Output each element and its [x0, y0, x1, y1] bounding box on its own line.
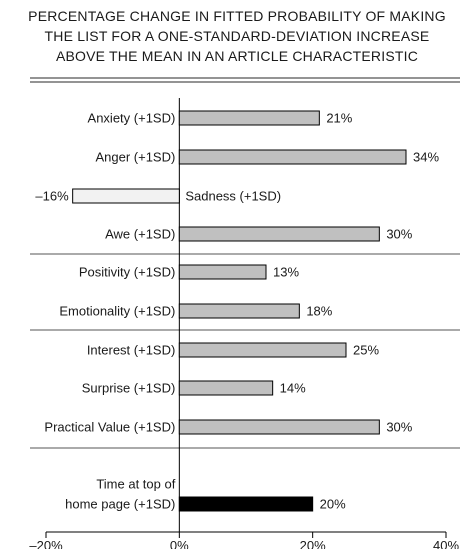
chart-title-line-3: ABOVE THE MEAN IN AN ARTICLE CHARACTERIS… — [55, 48, 419, 64]
bar — [178, 149, 407, 165]
bar — [178, 303, 300, 319]
category-label: Positivity (+1SD) — [79, 265, 175, 280]
data-label: 34% — [413, 150, 439, 165]
chart-title: PERCENTAGE CHANGE IN FITTED PROBABILITY … — [0, 6, 474, 66]
category-label: Interest (+1SD) — [87, 343, 176, 358]
category-label: Anxiety (+1SD) — [88, 111, 176, 126]
data-label: 13% — [273, 265, 299, 280]
data-label: 25% — [353, 343, 379, 358]
bar — [178, 110, 320, 126]
bar — [178, 419, 380, 435]
x-tick-label: 40% — [433, 538, 459, 549]
chart-title-line-1: PERCENTAGE CHANGE IN FITTED PROBABILITY … — [28, 8, 446, 24]
data-label: 14% — [280, 381, 306, 396]
x-tick-label: –20% — [29, 538, 63, 549]
category-label: Emotionality (+1SD) — [59, 304, 175, 319]
bar — [178, 264, 267, 280]
category-label: Surprise (+1SD) — [82, 381, 176, 396]
category-label: Anger (+1SD) — [95, 150, 175, 165]
x-tick-label: 20% — [300, 538, 326, 549]
bar — [178, 380, 274, 396]
category-label: home page (+1SD) — [65, 497, 175, 512]
bar — [72, 188, 180, 204]
category-label: Time at top of — [96, 477, 175, 492]
chart-title-line-2: THE LIST FOR A ONE-STANDARD-DEVIATION IN… — [44, 28, 430, 44]
data-label: 18% — [306, 304, 332, 319]
data-label: –16% — [35, 189, 69, 204]
bar — [178, 226, 380, 242]
x-tick-label: 0% — [170, 538, 189, 549]
category-label: Practical Value (+1SD) — [44, 420, 175, 435]
data-label: 30% — [386, 420, 412, 435]
data-label: 21% — [326, 111, 352, 126]
data-label: 30% — [386, 227, 412, 242]
bar — [178, 342, 347, 358]
data-label: 20% — [320, 497, 346, 512]
bar — [178, 496, 314, 512]
category-label: Sadness (+1SD) — [185, 189, 281, 204]
category-label: Awe (+1SD) — [105, 227, 175, 242]
